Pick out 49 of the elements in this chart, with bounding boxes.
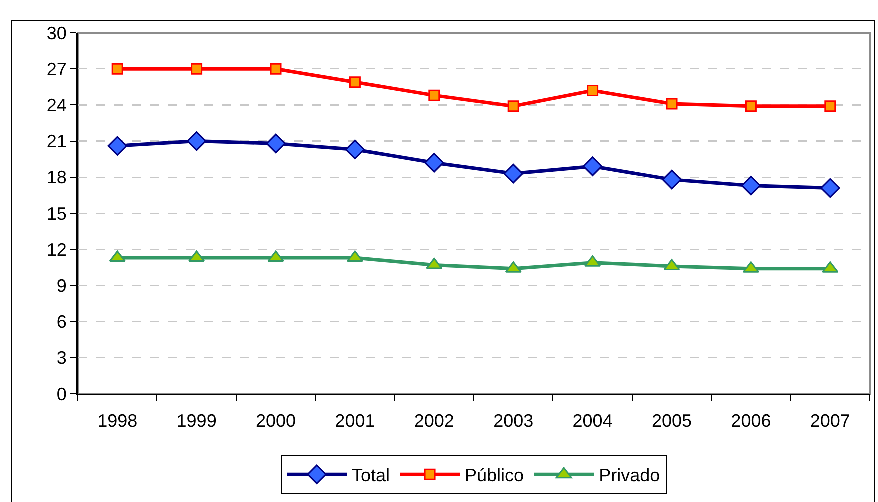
x-tick-label: 2000 xyxy=(256,411,296,432)
x-tick-label: 2003 xyxy=(494,411,534,432)
point xyxy=(191,63,203,75)
point xyxy=(109,250,126,262)
point xyxy=(504,164,524,184)
y-tick-label: 3 xyxy=(56,348,67,368)
legend-label: Público xyxy=(465,466,524,486)
x-tick-label: 2002 xyxy=(414,411,454,432)
point xyxy=(112,63,124,75)
point xyxy=(428,90,440,102)
point xyxy=(745,100,757,112)
point xyxy=(508,100,520,112)
point xyxy=(587,85,599,97)
x-tick-label: 2001 xyxy=(335,411,376,432)
point xyxy=(345,140,366,160)
y-tick-label: 12 xyxy=(46,240,67,260)
y-tick-label: 18 xyxy=(46,168,67,188)
point xyxy=(824,100,836,112)
y-tick-label: 9 xyxy=(56,276,67,296)
point xyxy=(346,250,364,262)
point xyxy=(188,250,206,262)
y-tick-label: 0 xyxy=(56,384,67,404)
y-tick-label: 15 xyxy=(46,204,67,224)
y-tick-label: 30 xyxy=(46,23,67,44)
x-tick-label: 2004 xyxy=(572,411,613,432)
y-tick-label: 21 xyxy=(46,132,67,152)
point xyxy=(666,98,678,110)
x-tick-label: 1998 xyxy=(98,411,138,432)
point xyxy=(349,76,361,88)
point xyxy=(426,258,443,270)
point xyxy=(582,156,603,176)
point xyxy=(268,250,284,262)
y-tick-label: 24 xyxy=(46,96,67,116)
x-tick-label: 2005 xyxy=(652,411,692,432)
point xyxy=(266,134,286,154)
y-tick-label: 6 xyxy=(56,312,67,332)
point xyxy=(820,178,840,198)
x-tick-label: 2007 xyxy=(810,411,850,432)
x-tick-label: 2006 xyxy=(731,411,772,432)
y-tick-label: 27 xyxy=(46,59,67,80)
point xyxy=(424,153,444,173)
point xyxy=(186,131,207,152)
point xyxy=(108,136,128,156)
legend-label: Total xyxy=(352,466,390,486)
legend-label: Privado xyxy=(599,466,660,486)
point xyxy=(662,170,682,190)
x-tick-label: 1999 xyxy=(176,411,217,432)
point xyxy=(270,63,282,75)
point xyxy=(741,176,762,196)
